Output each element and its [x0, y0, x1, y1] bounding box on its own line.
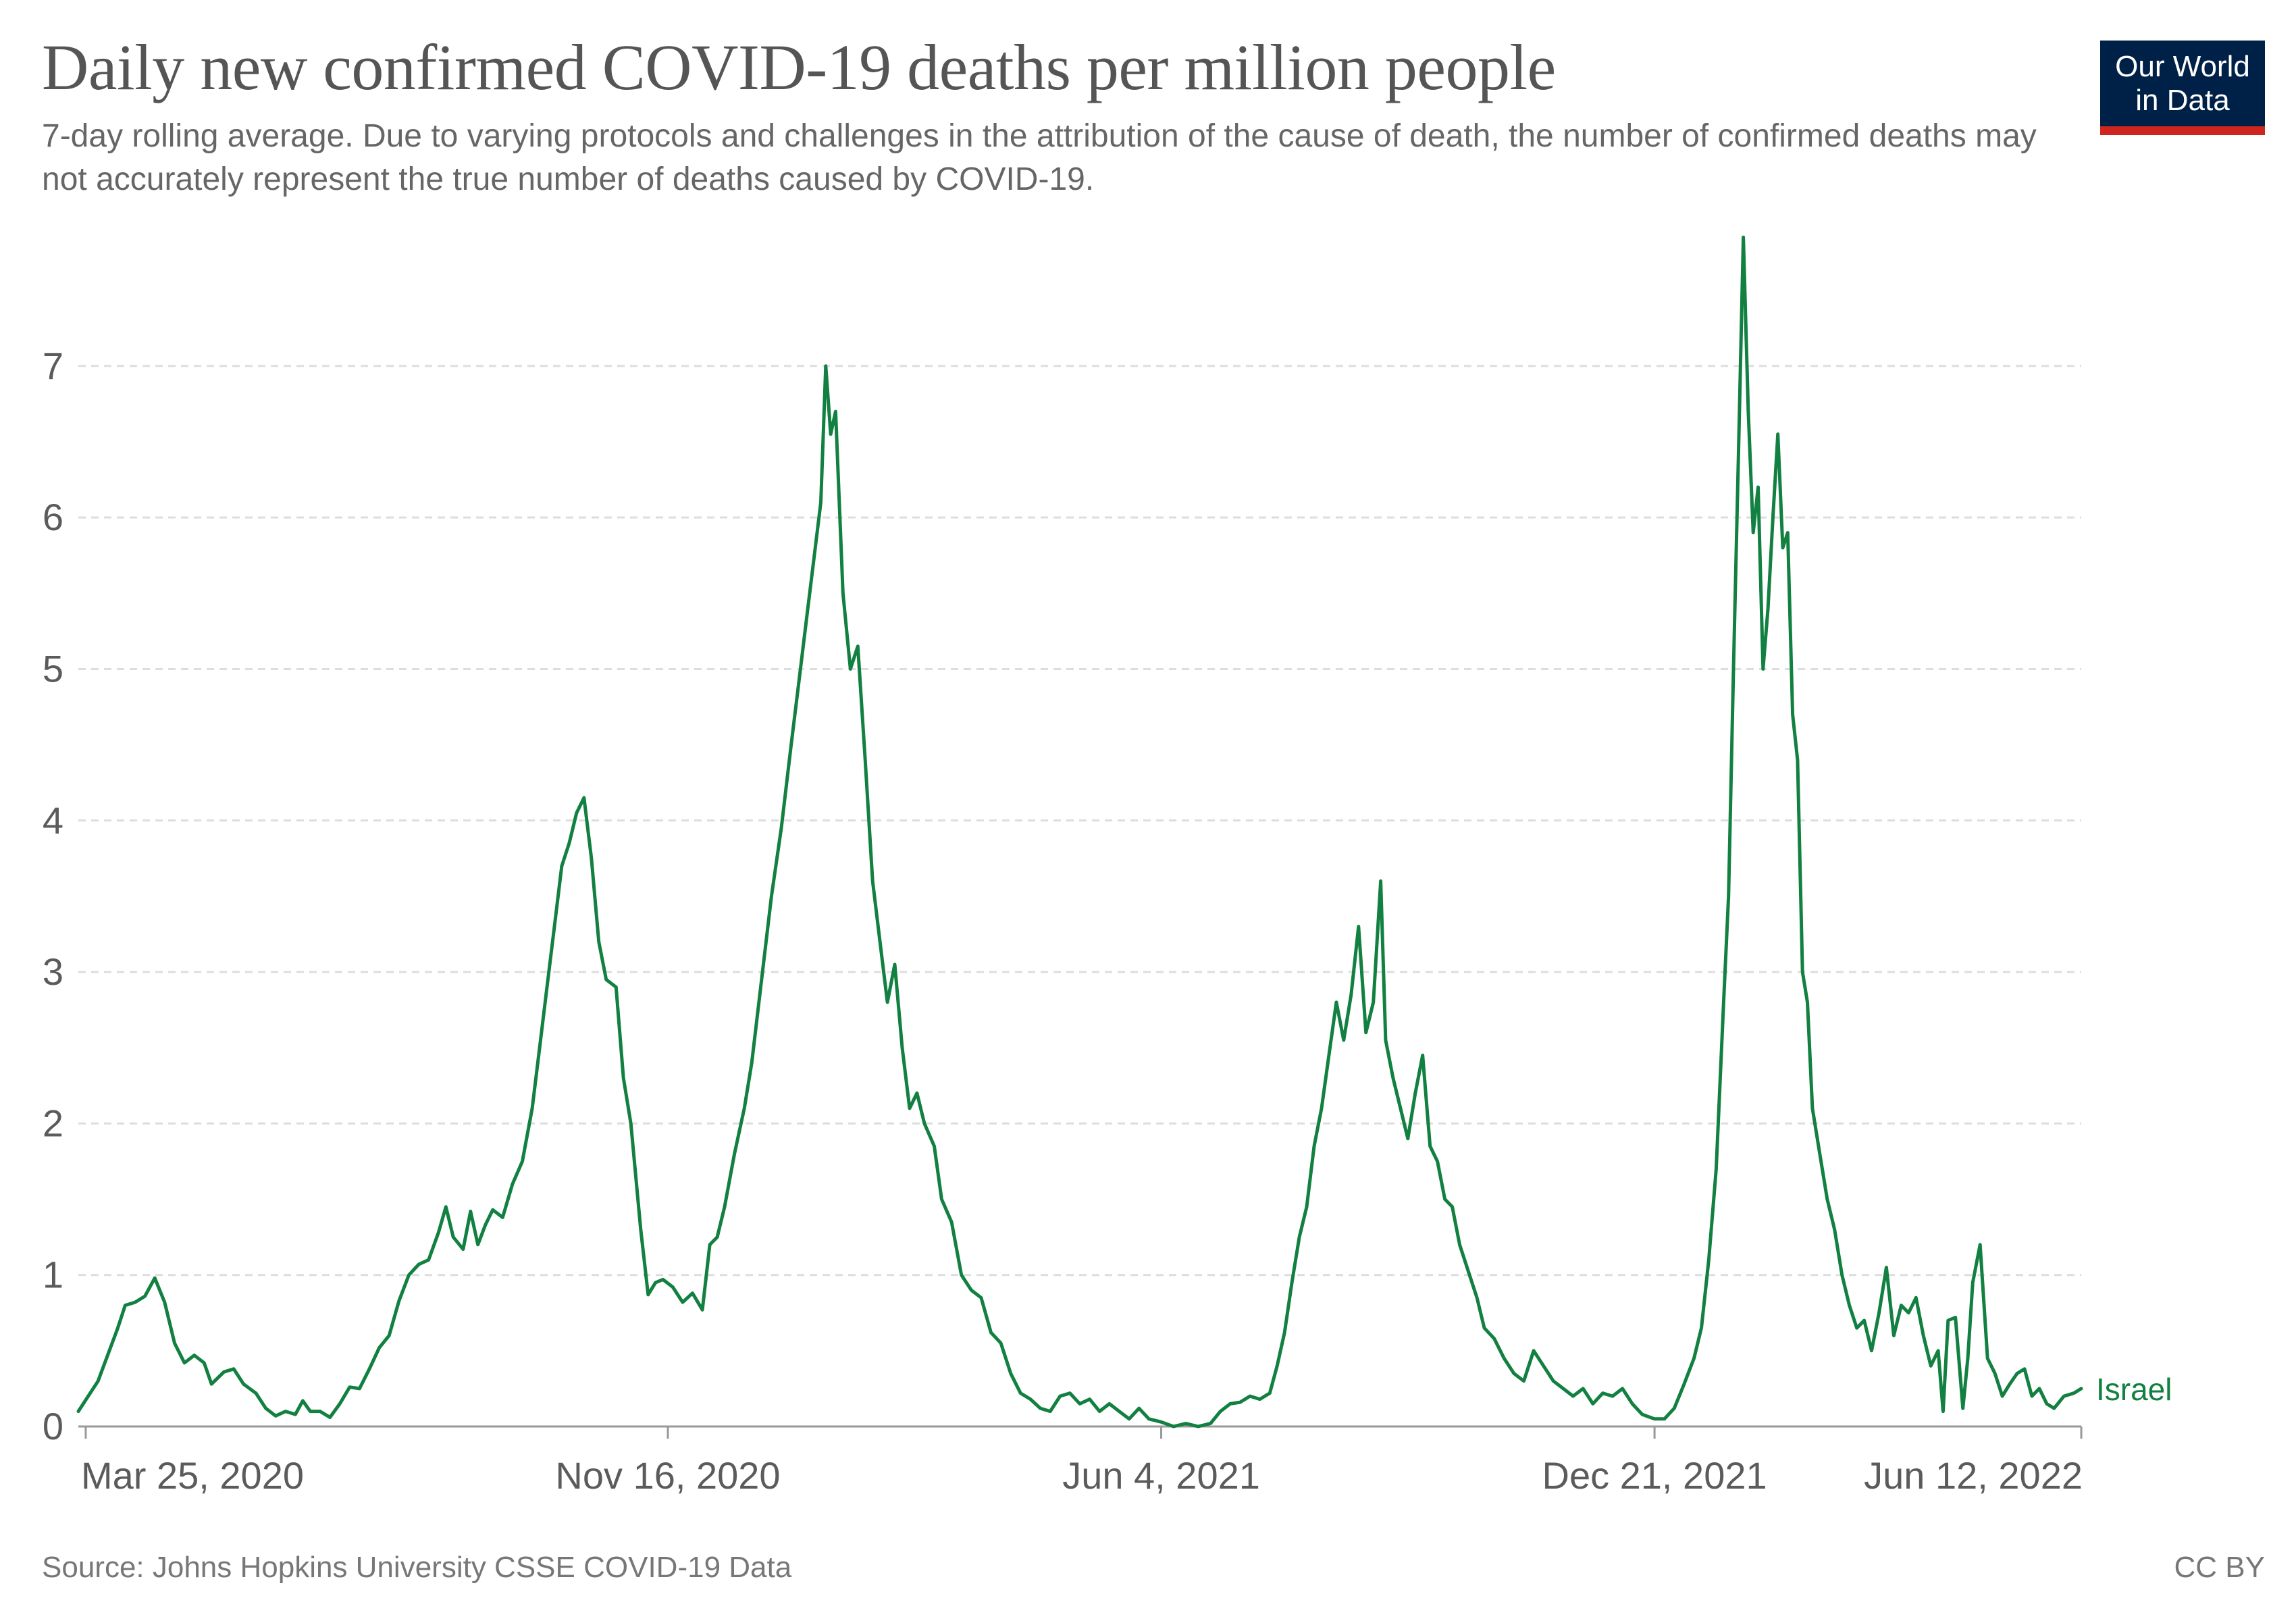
- x-tick-label: Nov 16, 2020: [555, 1454, 780, 1497]
- y-tick-label: 3: [43, 950, 63, 993]
- y-tick-label: 4: [43, 799, 63, 842]
- owid-logo[interactable]: Our World in Data: [2100, 41, 2265, 135]
- y-tick-label: 0: [43, 1405, 63, 1447]
- x-tick-label: Mar 25, 2020: [81, 1454, 304, 1497]
- y-tick-label: 6: [43, 496, 63, 538]
- x-tick-label: Dec 21, 2021: [1542, 1454, 1767, 1497]
- logo-line-2: in Data: [2135, 84, 2230, 117]
- series-label: Israel: [2096, 1372, 2172, 1407]
- x-axis: Mar 25, 2020 Nov 16, 2020 Jun 4, 2021 Dec 2…: [78, 1425, 2083, 1497]
- series-line-israel: [76, 235, 2083, 1429]
- series: Israel: [76, 235, 2172, 1429]
- y-tick-label: 5: [43, 647, 63, 690]
- logo-accent-bar: [2100, 126, 2265, 135]
- y-tick-label: 7: [43, 344, 63, 387]
- y-tick-label: 1: [43, 1254, 63, 1296]
- logo-line-1: Our World: [2115, 50, 2250, 83]
- x-tick-label: Jun 12, 2022: [1864, 1454, 2083, 1497]
- chart-title: Daily new confirmed COVID-19 deaths per …: [42, 31, 1556, 103]
- chart-subtitle: 7-day rolling average. Due to varying pr…: [42, 118, 2037, 197]
- license-link[interactable]: CC BY: [2174, 1551, 2265, 1584]
- y-tick-label: 2: [43, 1102, 63, 1144]
- source-note: Source: Johns Hopkins University CSSE CO…: [42, 1551, 792, 1584]
- x-tick-label: Jun 4, 2021: [1062, 1454, 1260, 1497]
- y-axis: 0 1 2 3 4 5 6 7: [43, 344, 63, 1447]
